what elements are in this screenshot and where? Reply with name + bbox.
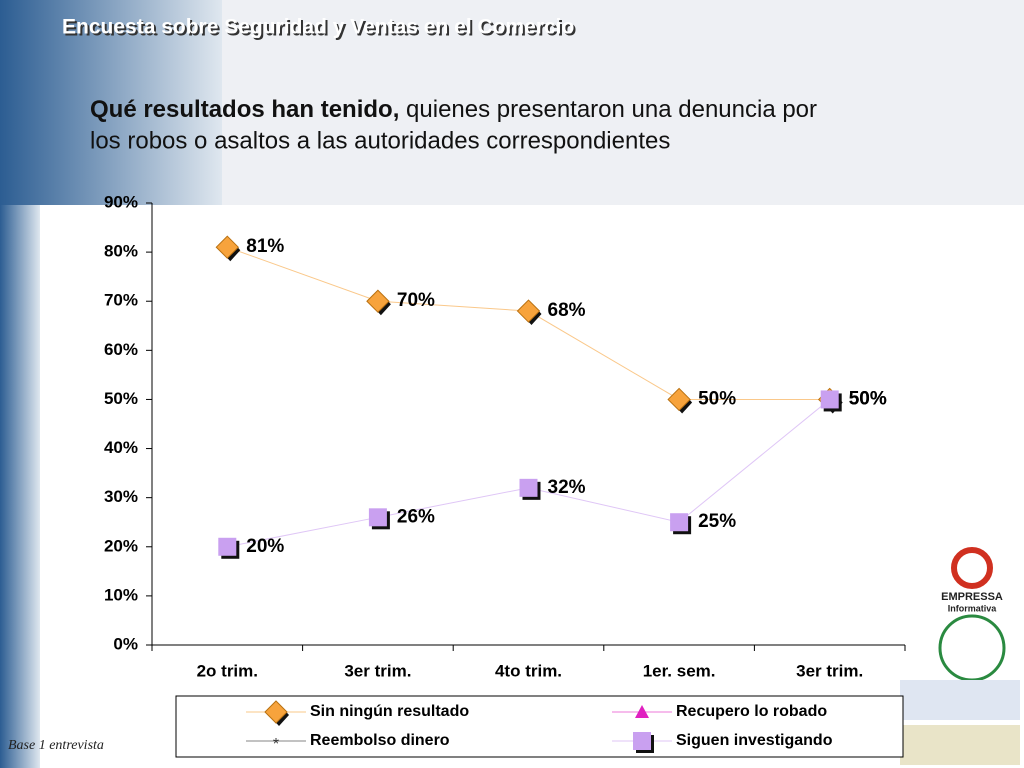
y-tick-label: 20%: [104, 536, 138, 555]
y-tick-label: 90%: [104, 192, 138, 211]
point: [670, 513, 689, 532]
data-label: 25%: [698, 511, 736, 532]
y-tick-label: 30%: [104, 487, 138, 506]
legend-marker: [635, 705, 649, 718]
side-band: [0, 0, 222, 205]
data-label: 32%: [548, 477, 586, 498]
point: [218, 537, 237, 556]
legend-box: [175, 695, 904, 758]
data-label: 50%: [698, 388, 736, 409]
x-tick-label: 3er trim.: [344, 661, 411, 680]
logo-icon: [900, 725, 1020, 765]
data-label: 50%: [849, 388, 887, 409]
subtitle: Qué resultados han tenido, quienes prese…: [90, 96, 817, 123]
point: [368, 508, 387, 527]
data-label: 68%: [548, 300, 586, 321]
logo-text: Informativa: [948, 603, 998, 613]
point: [820, 390, 839, 409]
subtitle-rest: quienes presentaron una denuncia por: [399, 96, 817, 123]
logo-icon: [900, 680, 1020, 720]
subtitle-bold: Qué resultados han tenido,: [90, 96, 399, 123]
data-label: 50%: [849, 388, 887, 409]
point: [516, 299, 541, 323]
subtitle: los robos o asaltos a las autoridades co…: [90, 127, 670, 154]
data-label: 26%: [397, 506, 435, 527]
legend-label: Siguen investigando: [676, 732, 833, 749]
point: [519, 478, 538, 497]
footnote: Base 1 entrevista: [8, 738, 104, 753]
y-tick-label: 40%: [104, 438, 138, 457]
y-tick-label: 10%: [104, 585, 138, 604]
y-tick-label: 70%: [104, 291, 138, 310]
x-tick-label: 2o trim.: [197, 661, 258, 680]
data-label: 81%: [246, 236, 284, 257]
logo-text: EMPRESSA: [941, 591, 1003, 603]
x-tick-label: 4to trim.: [495, 661, 562, 680]
x-tick-label: 3er trim.: [796, 661, 863, 680]
legend-label: Recupero lo robado: [676, 703, 827, 720]
legend-marker: *: [273, 736, 279, 753]
legend-label: Sin ningún resultado: [310, 703, 469, 720]
legend-label: Reembolso dinero: [310, 732, 450, 749]
header-area: [222, 0, 1024, 205]
point: [667, 387, 691, 412]
legend-marker: [264, 700, 288, 724]
side-band: [0, 205, 40, 768]
y-tick-label: 0%: [113, 634, 138, 653]
data-label: 20%: [246, 536, 284, 557]
y-tick-label: 80%: [104, 242, 138, 261]
y-tick-label: 50%: [104, 389, 138, 408]
point: [215, 235, 240, 259]
logo-icon: [951, 547, 993, 589]
y-tick-label: 60%: [104, 340, 138, 359]
title-shadow: Encuesta sobre Seguridad y Ventas en el …: [64, 18, 576, 41]
data-label: 70%: [397, 290, 435, 311]
point: [366, 289, 390, 313]
legend-marker: [633, 732, 651, 750]
title: Encuesta sobre Seguridad y Ventas en el …: [62, 16, 574, 39]
x-tick-label: 1er. sem.: [643, 661, 716, 680]
